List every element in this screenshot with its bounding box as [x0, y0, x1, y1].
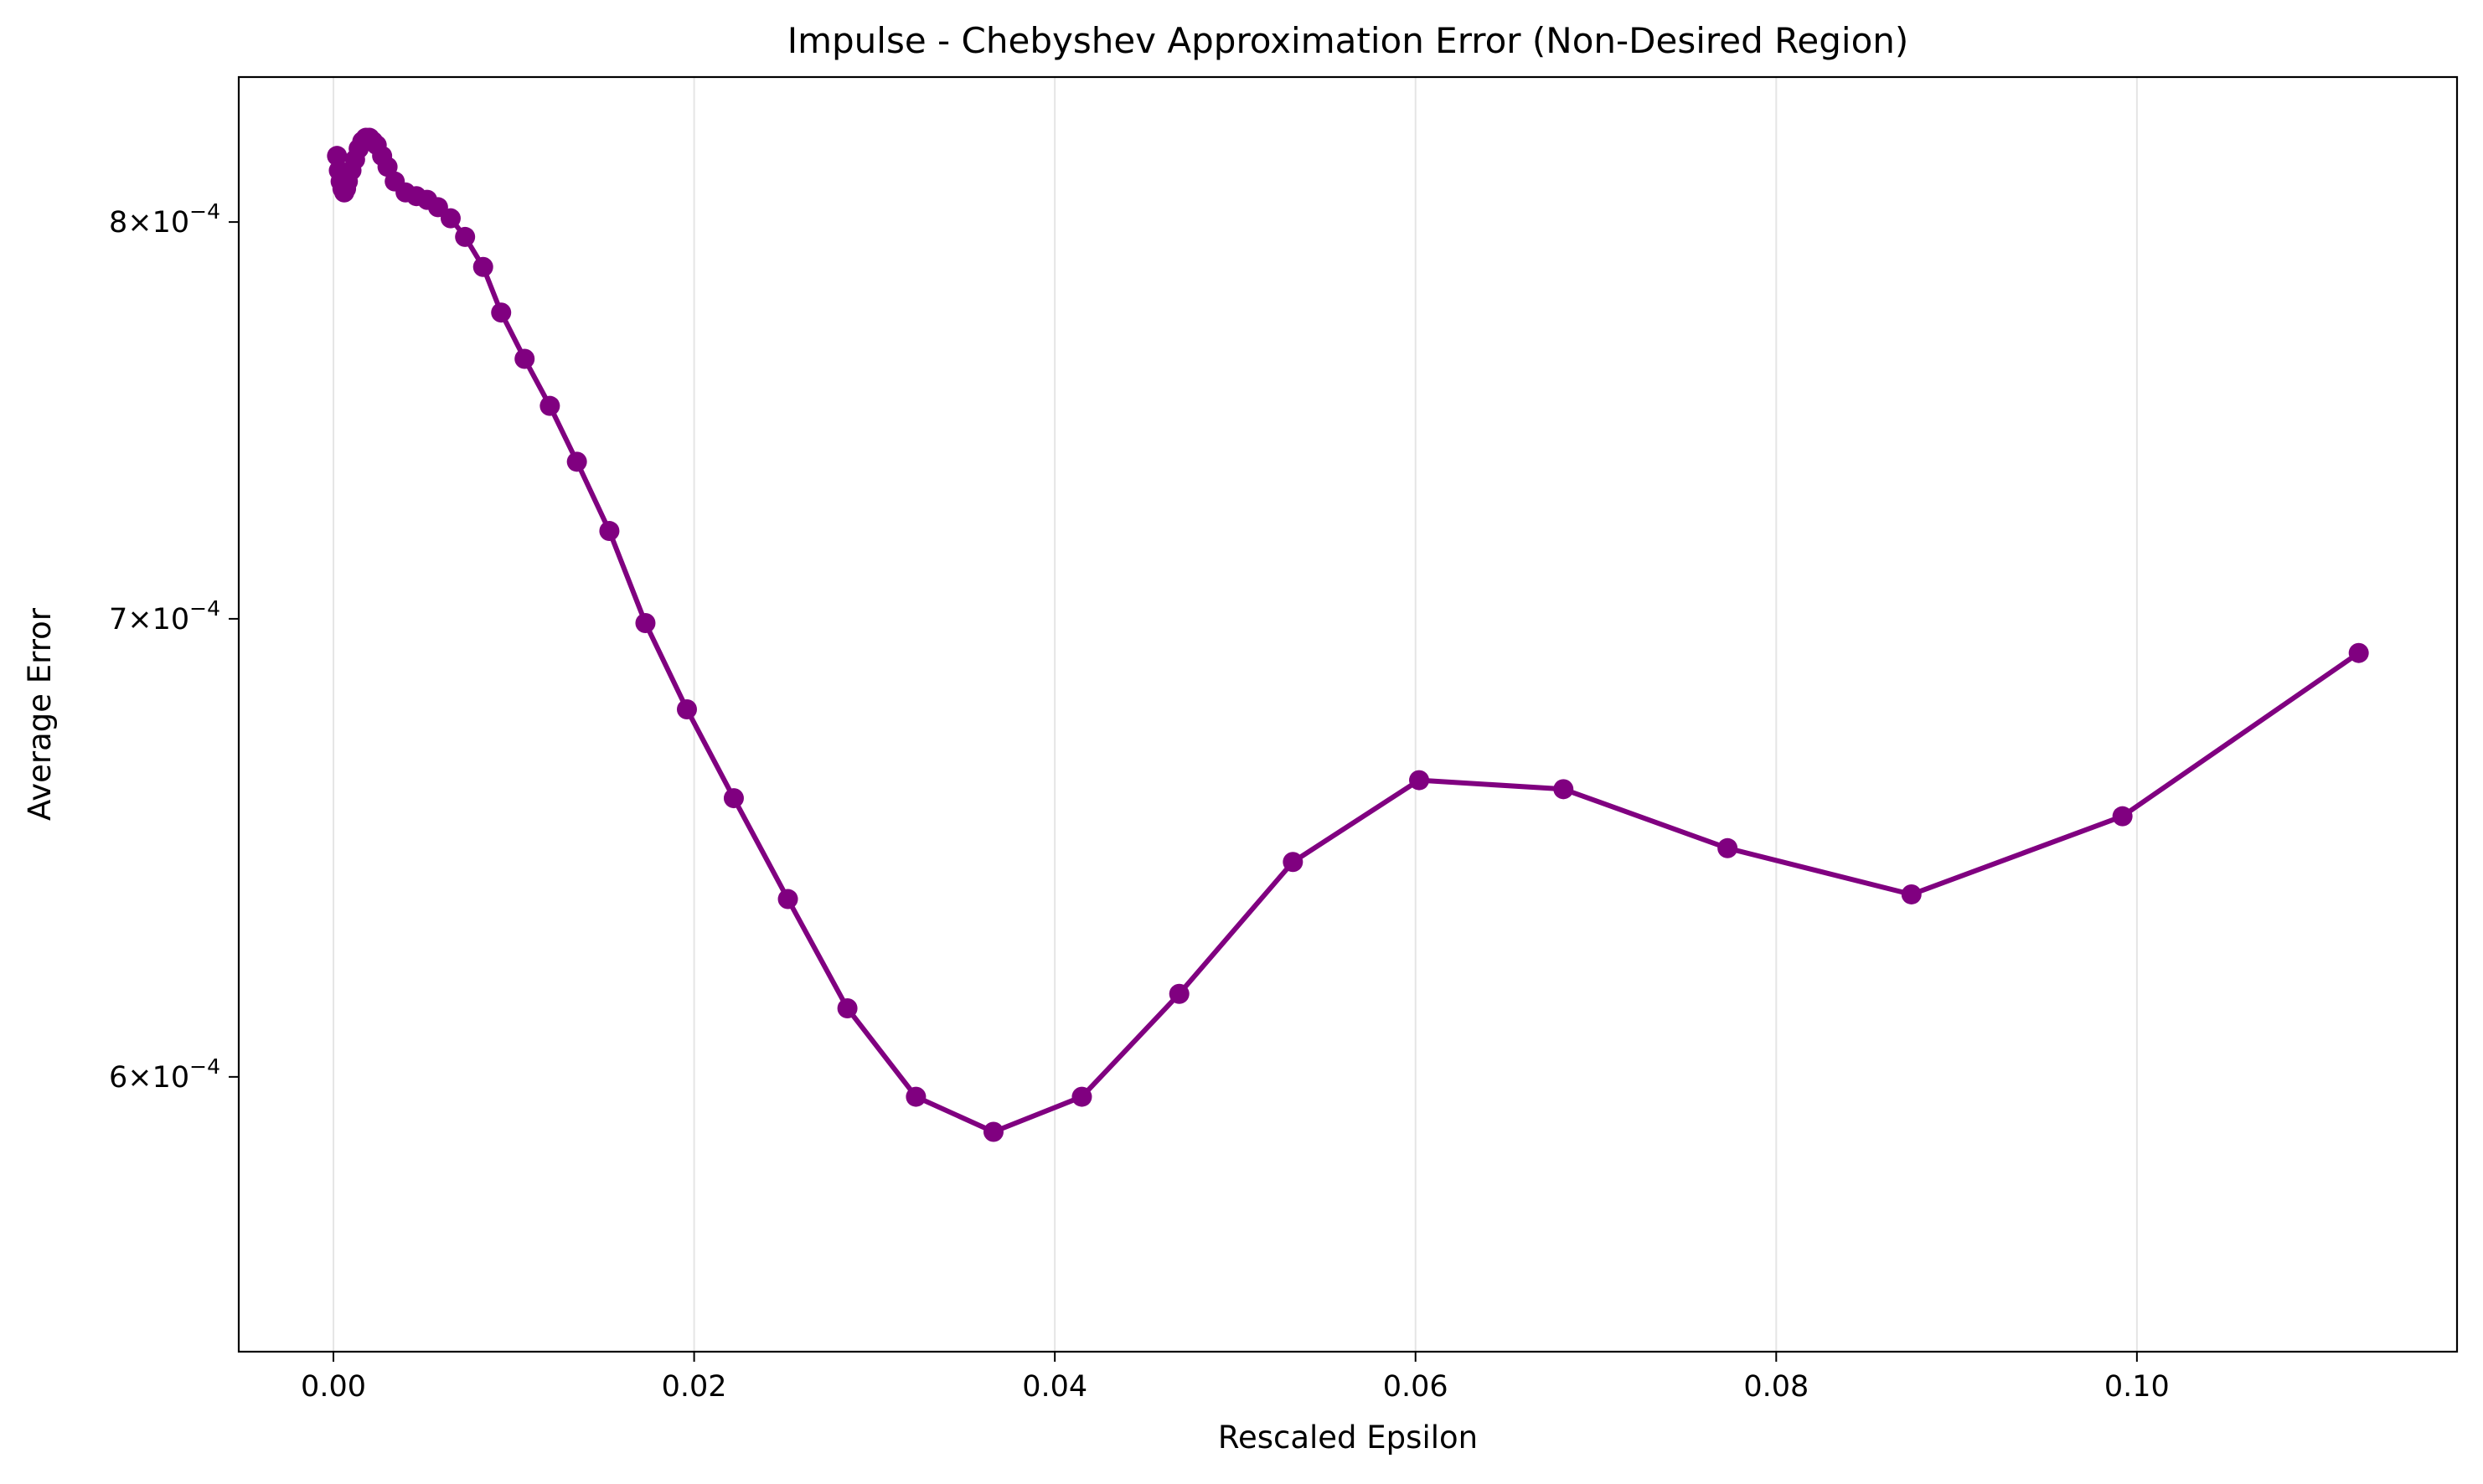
- x-axis-label: Rescaled Epsilon: [1218, 1420, 1478, 1456]
- data-point: [472, 256, 493, 277]
- y-tick-label: 6×10−4: [109, 1054, 220, 1095]
- data-point: [327, 146, 348, 167]
- data-point: [1717, 837, 1738, 858]
- chart-title: Impulse - Chebyshev Approximation Error …: [787, 20, 1909, 61]
- data-point: [566, 451, 587, 472]
- data-point: [635, 612, 656, 633]
- x-axis-ticks: 0.00 0.02 0.04 0.06 0.08 0.10: [301, 1352, 2170, 1404]
- data-point: [2348, 642, 2369, 663]
- data-point: [837, 998, 858, 1019]
- data-point: [514, 348, 535, 369]
- data-point: [440, 208, 461, 229]
- data-point: [906, 1086, 927, 1107]
- y-axis-label: Average Error: [22, 607, 58, 821]
- data-point: [455, 226, 476, 247]
- data-point: [723, 788, 744, 809]
- x-tick-label: 0.02: [662, 1370, 727, 1404]
- data-point: [1901, 884, 1922, 904]
- data-point: [1071, 1086, 1092, 1107]
- y-tick-label: 8×10−4: [109, 199, 220, 240]
- data-point: [1553, 779, 1574, 800]
- y-axis-ticks: 6×10−4 7×10−4 8×10−4: [109, 199, 239, 1095]
- x-tick-label: 0.00: [301, 1370, 366, 1404]
- data-point: [777, 889, 798, 909]
- y-tick-label: 7×10−4: [109, 596, 220, 636]
- data-point: [1409, 770, 1430, 791]
- plot-area-frame: [237, 75, 2459, 1353]
- data-point: [539, 395, 560, 416]
- x-tick-label: 0.06: [1383, 1370, 1448, 1404]
- data-point: [676, 698, 697, 719]
- data-point: [599, 521, 620, 542]
- data-point: [2112, 806, 2133, 827]
- data-point: [1283, 852, 1303, 873]
- x-tick-label: 0.04: [1022, 1370, 1087, 1404]
- data-point: [1169, 983, 1190, 1004]
- data-series: [327, 127, 2369, 1142]
- grid-lines: [333, 77, 2138, 1352]
- data-point: [491, 302, 512, 323]
- data-point: [983, 1121, 1004, 1142]
- x-tick-label: 0.10: [2104, 1370, 2170, 1404]
- x-tick-label: 0.08: [1743, 1370, 1809, 1404]
